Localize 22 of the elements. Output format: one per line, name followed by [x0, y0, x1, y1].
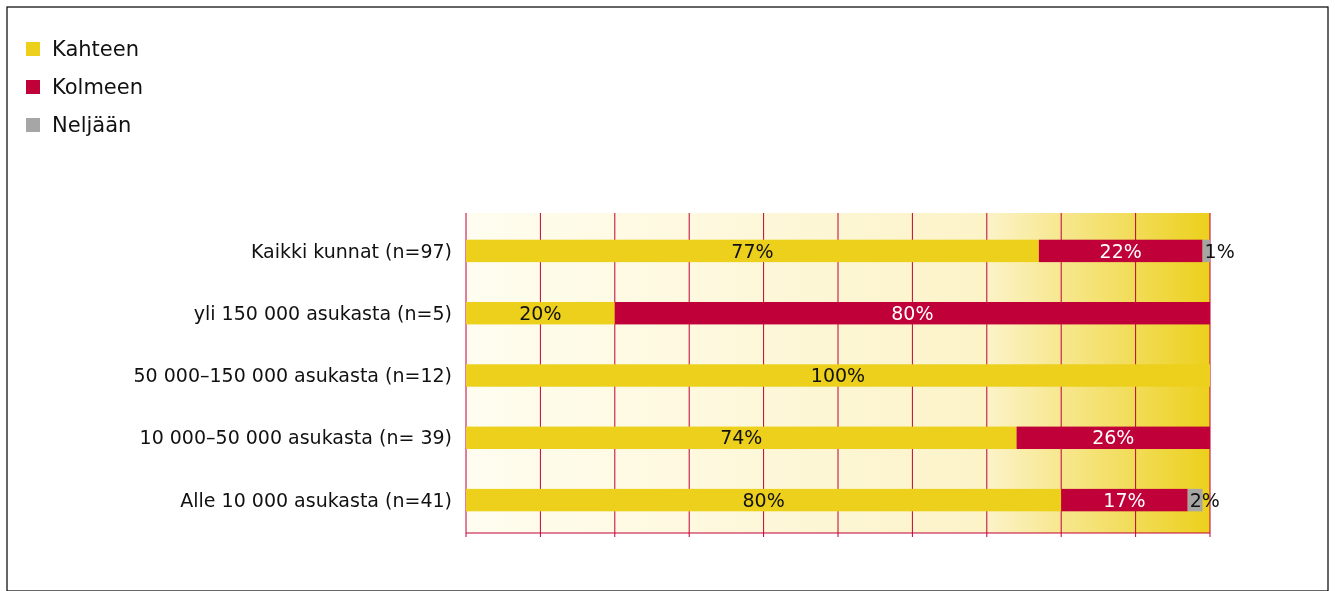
- y-tick-label: Alle 10 000 asukasta (n=41): [180, 488, 452, 511]
- y-tick-label: Kaikki kunnat (n=97): [250, 239, 452, 262]
- bar: [466, 364, 1210, 387]
- bar: [466, 239, 1039, 263]
- data-label: 20%: [519, 301, 562, 324]
- data-label: 22%: [1099, 239, 1142, 262]
- data-label: 77%: [731, 239, 774, 262]
- bar: [466, 488, 1062, 512]
- data-label: 100%: [810, 364, 866, 387]
- legend-label: Neljään: [52, 113, 132, 138]
- legend-label: Kolmeen: [52, 75, 144, 100]
- y-tick-label: yli 150 000 asukasta (n=5): [193, 301, 452, 324]
- data-label: 74%: [720, 426, 763, 449]
- legend-label: Kahteen: [52, 37, 139, 62]
- data-label: 80%: [742, 488, 785, 511]
- bar: [466, 426, 1017, 450]
- y-tick-label: 50 000–150 000 asukasta (n=12): [133, 364, 452, 387]
- data-label: 17%: [1103, 488, 1146, 511]
- y-tick-label: 10 000–50 000 asukasta (n= 39): [139, 426, 452, 449]
- data-label: 26%: [1092, 426, 1135, 449]
- data-label: 80%: [891, 301, 934, 324]
- data-label: 1%: [1204, 239, 1235, 262]
